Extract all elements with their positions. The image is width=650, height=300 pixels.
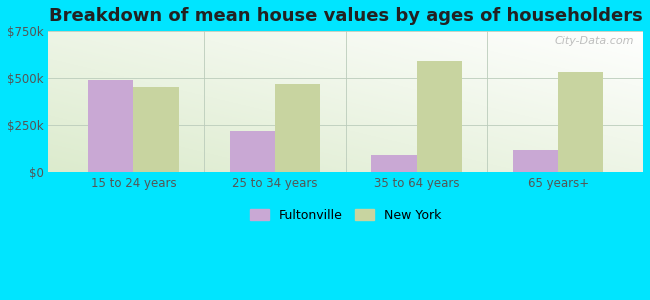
Bar (513, 150, 558, 172)
Bar (417, 61, 462, 172)
Bar (88, 80, 133, 172)
Bar (371, 155, 417, 172)
Bar (133, 87, 179, 172)
Bar (558, 72, 603, 172)
Bar (275, 83, 320, 172)
Text: City-Data.com: City-Data.com (554, 36, 634, 46)
Title: Breakdown of mean house values by ages of householders: Breakdown of mean house values by ages o… (49, 7, 643, 25)
Legend: Fultonville, New York: Fultonville, New York (246, 205, 445, 226)
Bar (229, 131, 275, 172)
